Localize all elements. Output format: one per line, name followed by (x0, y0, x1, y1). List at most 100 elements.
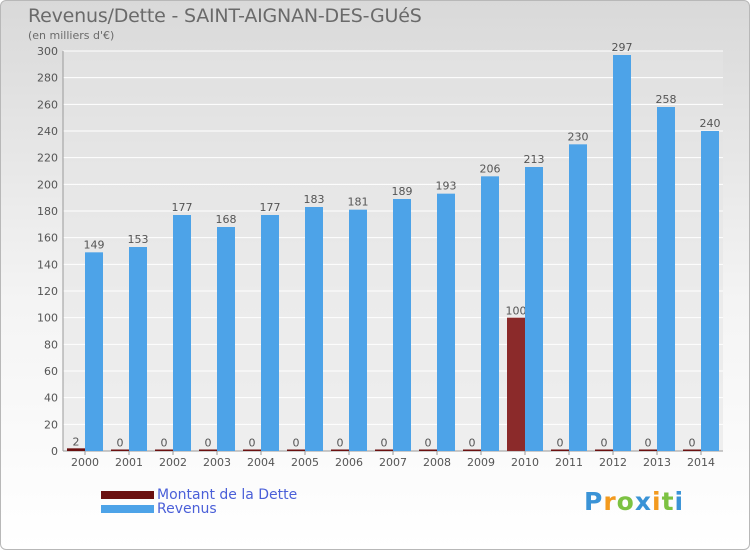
bar-dette (507, 317, 525, 451)
y-tick-label: 260 (37, 98, 58, 111)
bar-dette (199, 449, 217, 451)
bar-revenus (657, 107, 675, 451)
legend-swatch-dette (101, 491, 154, 499)
y-tick-label: 240 (37, 125, 58, 138)
value-label-revenus: 183 (304, 193, 325, 206)
bar-revenus (481, 176, 499, 452)
value-label-revenus: 189 (392, 185, 413, 198)
bar-dette (155, 449, 173, 451)
bar-dette (463, 449, 481, 451)
value-label-dette: 0 (645, 437, 652, 450)
logo-letter: r (603, 487, 617, 516)
x-tick-label: 2009 (467, 456, 495, 469)
y-tick-label: 60 (44, 365, 58, 378)
bar-revenus (349, 209, 367, 451)
y-tick-label: 80 (44, 338, 58, 351)
bar-revenus (85, 252, 103, 451)
bar-dette (243, 449, 261, 451)
chart-title: Revenus/Dette - SAINT-AIGNAN-DES-GUéS (28, 5, 422, 27)
y-tick-label: 300 (37, 45, 58, 58)
bar-revenus (569, 144, 587, 452)
bar-revenus (613, 55, 631, 451)
y-tick-label: 20 (44, 418, 58, 431)
value-label-dette: 0 (205, 437, 212, 450)
y-tick-label: 160 (37, 232, 58, 245)
bar-dette (375, 449, 393, 451)
y-tick-label: 140 (37, 258, 58, 271)
value-label-revenus: 168 (216, 213, 237, 226)
bar-revenus (129, 247, 147, 451)
x-tick-label: 2001 (115, 456, 143, 469)
x-tick-label: 2002 (159, 456, 187, 469)
x-tick-label: 2004 (247, 456, 275, 469)
x-tick-label: 2007 (379, 456, 407, 469)
value-label-dette: 100 (506, 305, 527, 318)
legend-swatch-revenus (101, 505, 154, 513)
value-label-revenus: 240 (700, 117, 721, 130)
bar-revenus (701, 131, 719, 451)
y-tick-label: 180 (37, 205, 58, 218)
value-label-revenus: 153 (128, 233, 149, 246)
value-label-revenus: 230 (568, 130, 589, 143)
y-tick-label: 100 (37, 312, 58, 325)
y-tick-label: 280 (37, 72, 58, 85)
value-label-revenus: 213 (524, 153, 545, 166)
value-label-dette: 0 (381, 437, 388, 450)
value-label-dette: 0 (557, 437, 564, 450)
bar-dette (639, 449, 657, 451)
bar-dette (111, 449, 129, 451)
value-label-revenus: 206 (480, 162, 501, 175)
chart-subtitle: (en milliers d'€) (28, 29, 115, 42)
x-tick-label: 2010 (511, 456, 539, 469)
logo-letter: i (652, 487, 662, 516)
bar-dette (551, 449, 569, 451)
value-label-dette: 0 (425, 437, 432, 450)
value-label-dette: 0 (249, 437, 256, 450)
legend-label-revenus: Revenus (157, 501, 217, 517)
y-tick-label: 220 (37, 152, 58, 165)
logo-letter: x (634, 487, 652, 516)
x-tick-label: 2008 (423, 456, 451, 469)
x-tick-label: 2012 (599, 456, 627, 469)
value-label-revenus: 258 (656, 93, 677, 106)
bar-revenus (305, 207, 323, 451)
logo-letter: t (661, 487, 675, 516)
value-label-dette: 0 (601, 437, 608, 450)
y-tick-label: 0 (51, 445, 58, 458)
x-tick-label: 2006 (335, 456, 363, 469)
bar-revenus (437, 193, 455, 451)
bar-dette (331, 449, 349, 451)
bar-dette (67, 448, 85, 451)
value-label-revenus: 177 (172, 201, 193, 214)
x-tick-label: 2013 (643, 456, 671, 469)
x-tick-label: 2003 (203, 456, 231, 469)
logo-letter: P (584, 487, 604, 516)
logo-letter: o (616, 487, 635, 516)
value-label-dette: 0 (689, 437, 696, 450)
legend-item-revenus: Revenus (101, 501, 217, 517)
y-tick-label: 40 (44, 392, 58, 405)
legend-item-dette: Montant de la Dette (101, 487, 297, 503)
value-label-dette: 0 (293, 437, 300, 450)
value-label-dette: 2 (73, 435, 80, 448)
bar-revenus (525, 167, 543, 451)
bar-dette (683, 449, 701, 451)
bar-dette (287, 449, 305, 451)
y-tick-label: 120 (37, 285, 58, 298)
value-label-dette: 0 (161, 437, 168, 450)
bar-revenus (217, 227, 235, 451)
value-label-dette: 0 (469, 437, 476, 450)
x-tick-label: 2014 (687, 456, 715, 469)
y-tick-label: 200 (37, 178, 58, 191)
bar-dette (419, 449, 437, 451)
bar-revenus (393, 199, 411, 451)
value-label-revenus: 181 (348, 196, 369, 209)
bar-dette (595, 449, 613, 451)
x-tick-label: 2005 (291, 456, 319, 469)
bar-revenus (173, 215, 191, 451)
x-tick-label: 2000 (71, 456, 99, 469)
logo-letter: i (674, 487, 685, 516)
value-label-dette: 0 (337, 437, 344, 450)
